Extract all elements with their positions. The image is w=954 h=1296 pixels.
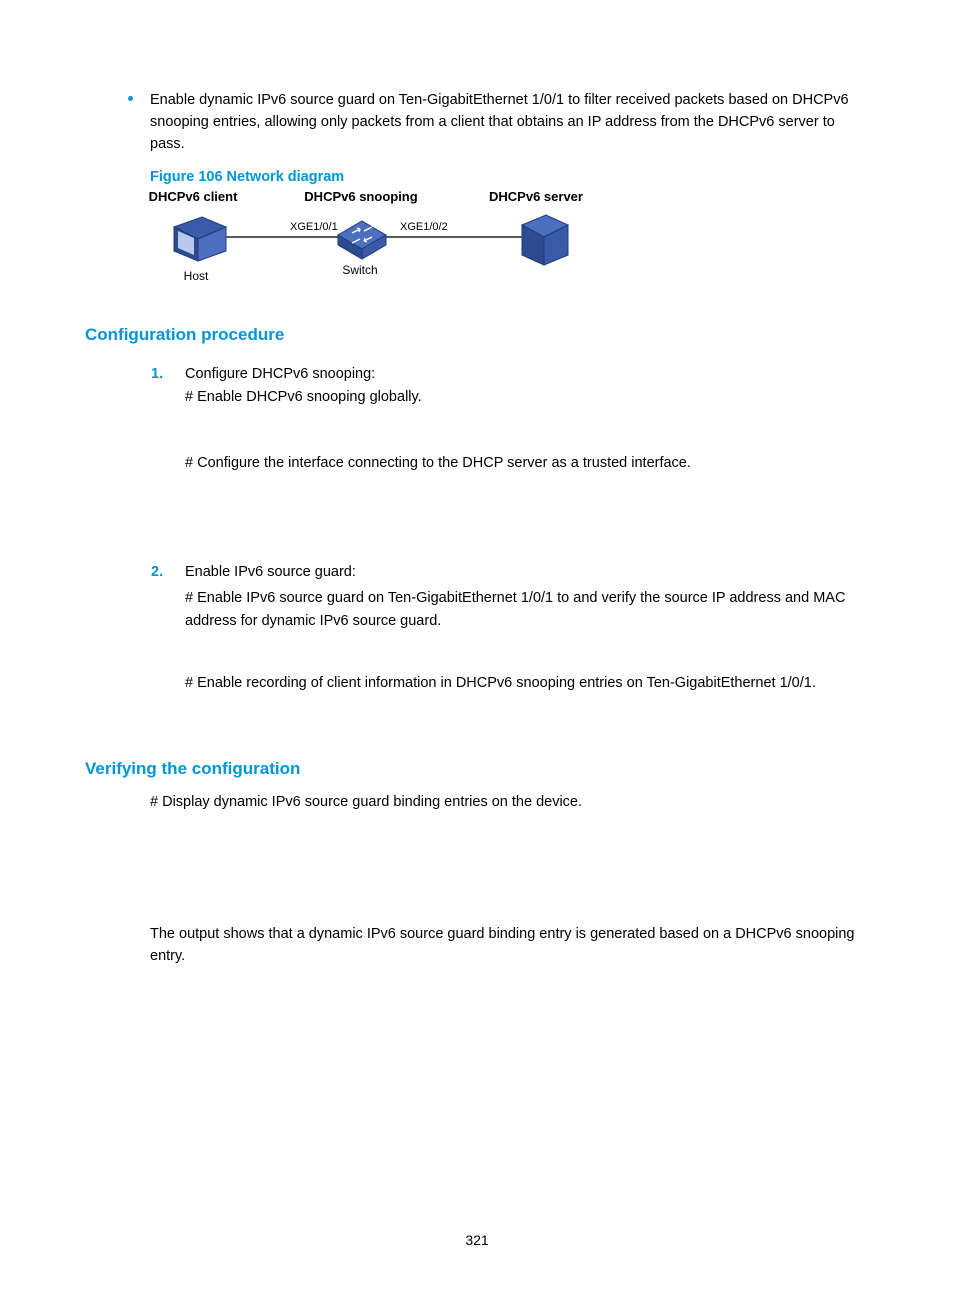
host-icon [174, 217, 226, 261]
step-text: # Enable recording of client information… [185, 672, 869, 694]
bullet-dot-icon [128, 96, 133, 101]
verify-output-text: The output shows that a dynamic IPv6 sou… [150, 923, 869, 968]
verify-text: # Display dynamic IPv6 source guard bind… [150, 791, 869, 813]
diagram-sublabel-host: Host [166, 269, 226, 283]
step-2: 2. Enable IPv6 source guard: # Enable IP… [185, 561, 869, 632]
step-text: # Configure the interface connecting to … [185, 452, 869, 474]
bullet-text: Enable dynamic IPv6 source guard on Ten-… [150, 92, 849, 152]
server-icon [522, 215, 568, 265]
switch-icon [338, 221, 386, 259]
step-title: Enable IPv6 source guard: [185, 561, 869, 583]
diagram-port-right: XGE1/0/2 [400, 221, 448, 233]
step-number: 1. [151, 363, 163, 385]
step-number: 2. [151, 561, 163, 583]
step-text: # Enable IPv6 source guard on Ten-Gigabi… [185, 587, 869, 632]
diagram-port-left: XGE1/0/1 [290, 221, 338, 233]
page-number: 321 [0, 1232, 954, 1248]
bullet-item: Enable dynamic IPv6 source guard on Ten-… [150, 90, 869, 155]
diagram-sublabel-switch: Switch [330, 263, 390, 277]
network-diagram: DHCPv6 client DHCPv6 snooping DHCPv6 ser… [150, 191, 640, 291]
page: Enable dynamic IPv6 source guard on Ten-… [0, 0, 954, 1296]
figure-caption: Figure 106 Network diagram [150, 169, 869, 185]
section-heading-verify: Verifying the configuration [85, 759, 869, 779]
section-heading-config: Configuration procedure [85, 325, 869, 345]
step-1: 1. Configure DHCPv6 snooping: # Enable D… [185, 363, 869, 408]
step-text: # Enable DHCPv6 snooping globally. [185, 386, 869, 408]
step-title: Configure DHCPv6 snooping: [185, 363, 869, 385]
